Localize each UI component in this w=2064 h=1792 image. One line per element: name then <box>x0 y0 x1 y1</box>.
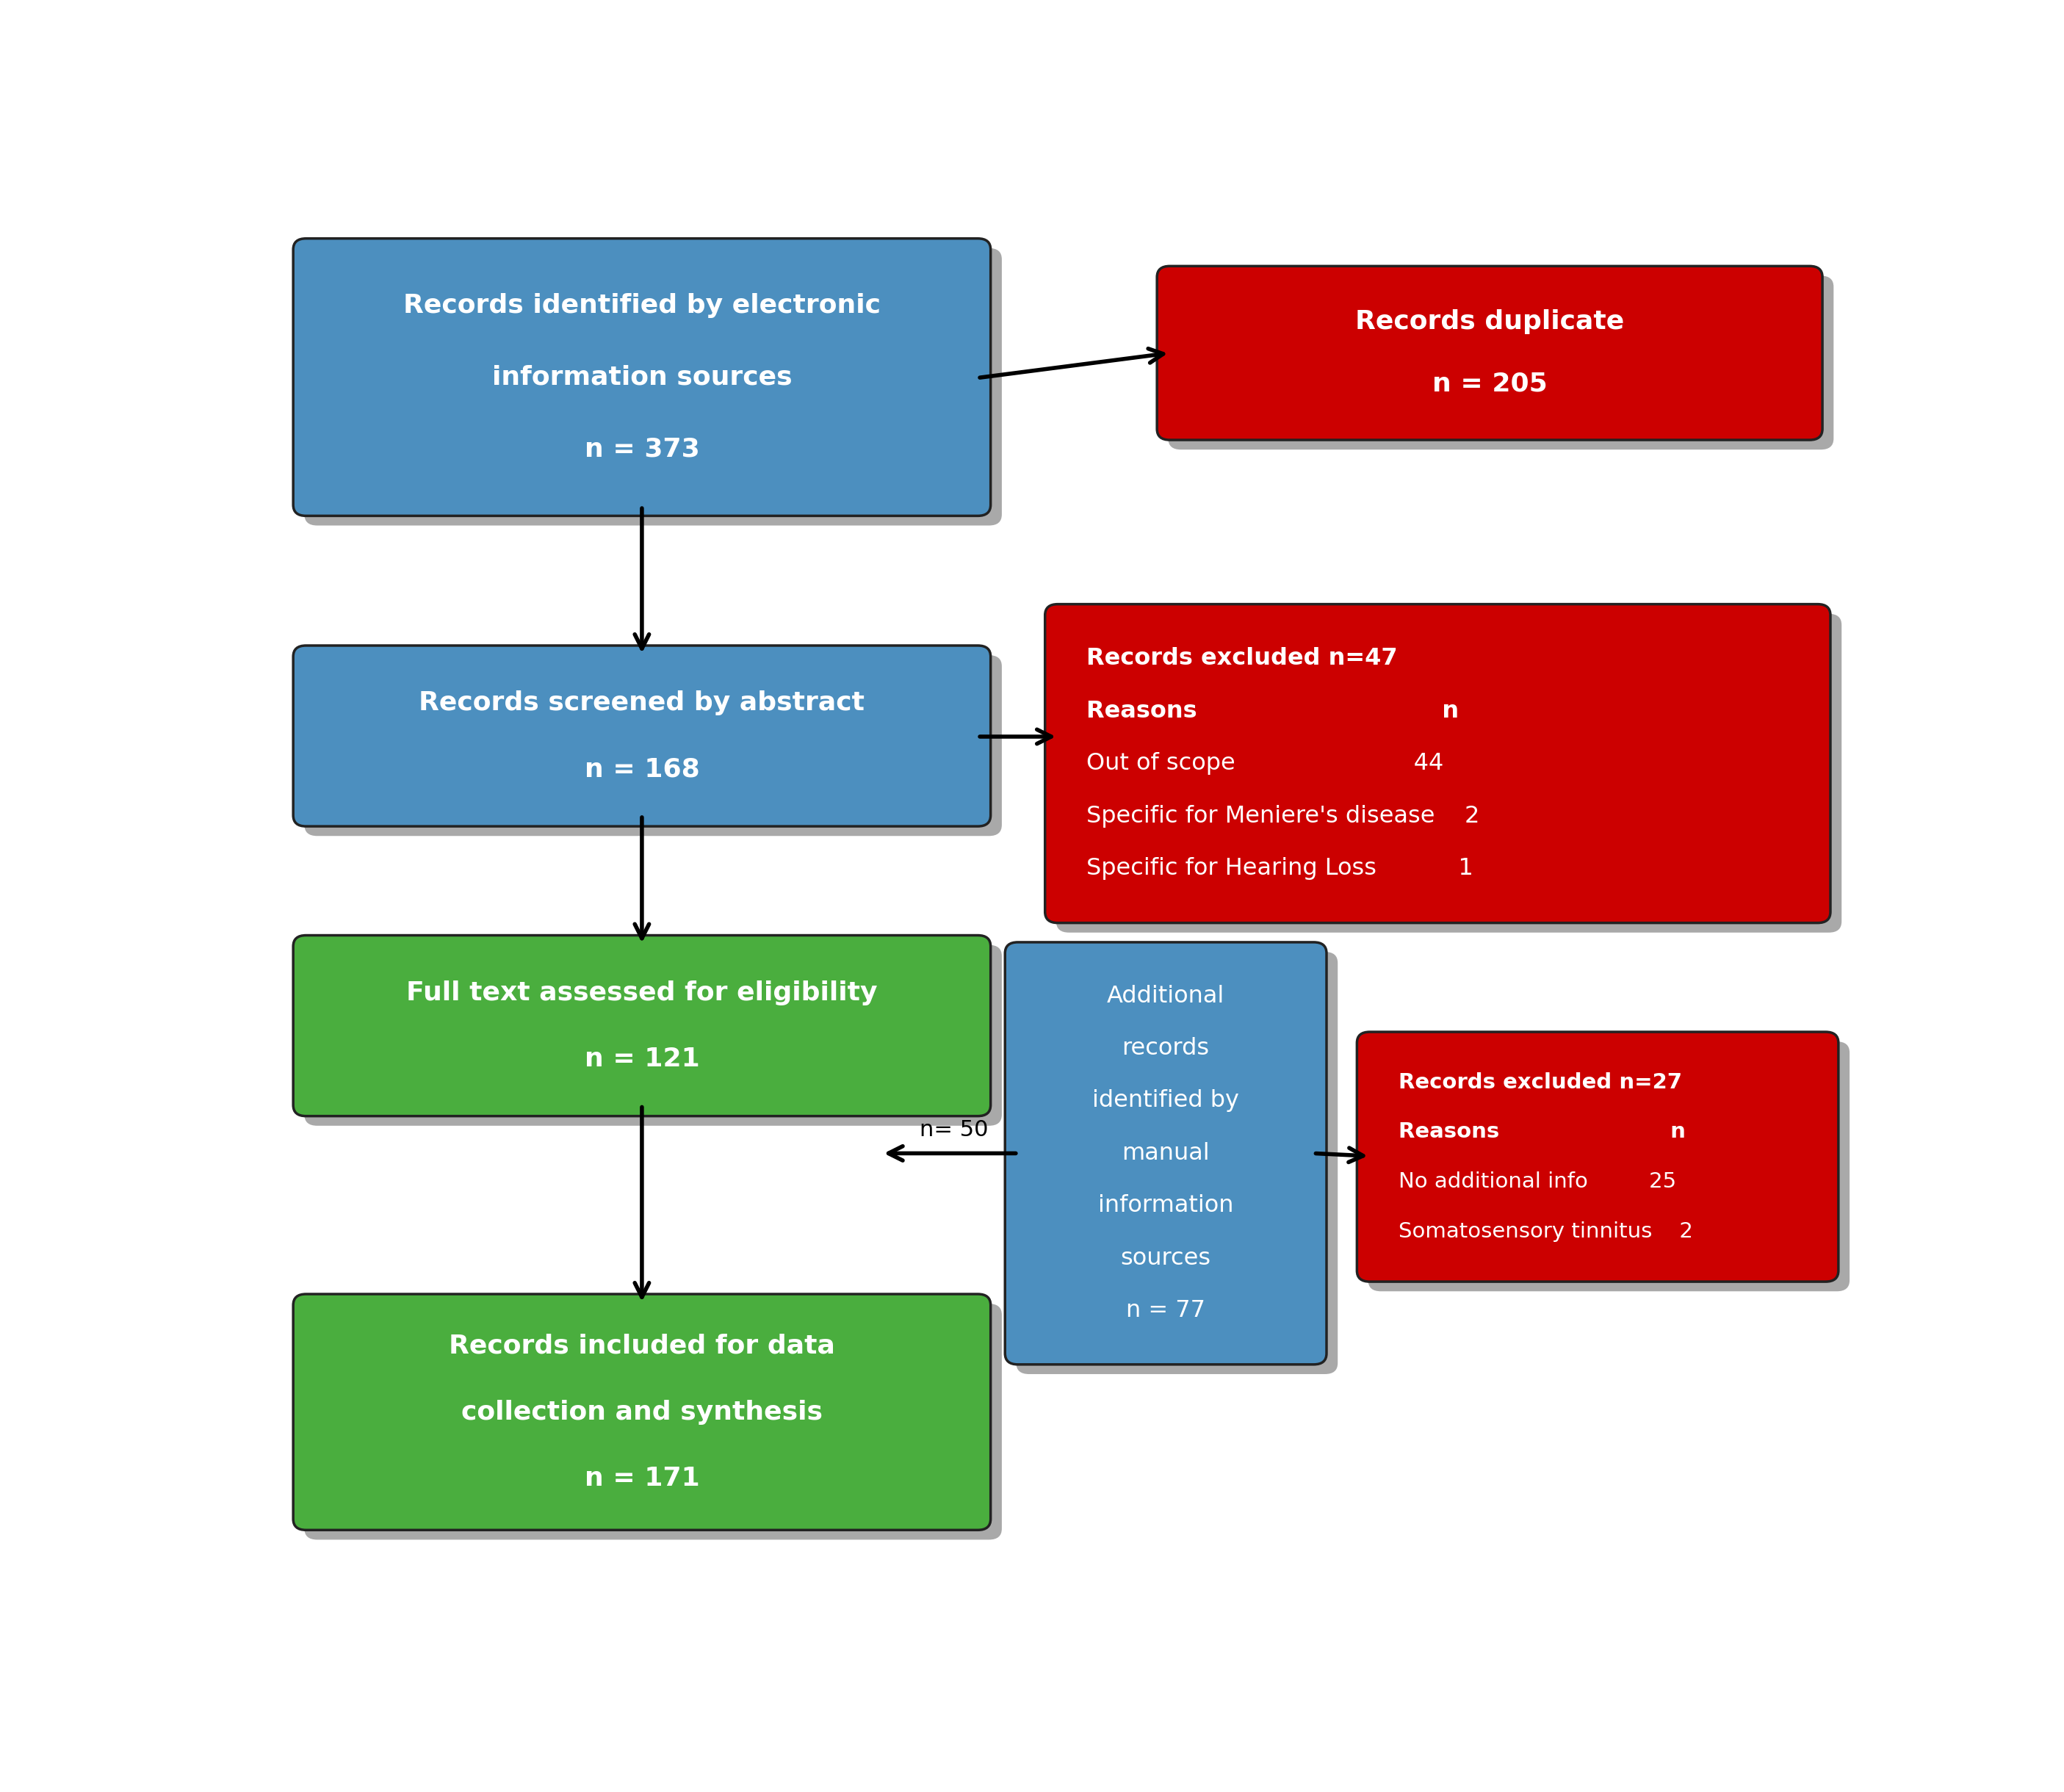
Text: collection and synthesis: collection and synthesis <box>460 1400 824 1425</box>
Text: n = 121: n = 121 <box>584 1047 700 1072</box>
Text: Specific for Hearing Loss           1: Specific for Hearing Loss 1 <box>1086 857 1474 880</box>
Text: Records excluded n=27: Records excluded n=27 <box>1399 1072 1682 1093</box>
FancyBboxPatch shape <box>303 1305 1001 1539</box>
FancyBboxPatch shape <box>293 1294 991 1530</box>
Text: n = 205: n = 205 <box>1432 371 1548 396</box>
FancyBboxPatch shape <box>1015 952 1337 1374</box>
Text: n = 77: n = 77 <box>1127 1299 1205 1322</box>
Text: n = 171: n = 171 <box>584 1466 700 1491</box>
Text: Records identified by electronic: Records identified by electronic <box>402 292 881 317</box>
Text: Full text assessed for eligibility: Full text assessed for eligibility <box>407 980 877 1005</box>
Text: Reasons                              n: Reasons n <box>1086 699 1459 722</box>
Text: information sources: information sources <box>491 366 793 389</box>
Text: n = 373: n = 373 <box>584 437 700 461</box>
Text: Records excluded n=47: Records excluded n=47 <box>1086 647 1397 670</box>
FancyBboxPatch shape <box>303 247 1001 525</box>
Text: sources: sources <box>1121 1247 1212 1269</box>
Text: Specific for Meniere's disease    2: Specific for Meniere's disease 2 <box>1086 805 1480 828</box>
FancyBboxPatch shape <box>293 935 991 1116</box>
Text: Somatosensory tinnitus    2: Somatosensory tinnitus 2 <box>1399 1220 1692 1242</box>
FancyBboxPatch shape <box>303 656 1001 837</box>
FancyBboxPatch shape <box>1005 943 1327 1364</box>
FancyBboxPatch shape <box>1356 1032 1839 1281</box>
FancyBboxPatch shape <box>1044 604 1831 923</box>
Text: records: records <box>1123 1038 1210 1059</box>
Text: n = 168: n = 168 <box>584 756 700 781</box>
Text: Reasons                       n: Reasons n <box>1399 1122 1686 1142</box>
Text: manual: manual <box>1123 1142 1210 1165</box>
Text: Out of scope                        44: Out of scope 44 <box>1086 753 1443 774</box>
FancyBboxPatch shape <box>303 944 1001 1125</box>
Text: No additional info         25: No additional info 25 <box>1399 1172 1676 1192</box>
Text: information: information <box>1098 1195 1234 1217</box>
Text: Additional: Additional <box>1106 984 1224 1007</box>
FancyBboxPatch shape <box>293 238 991 516</box>
Text: identified by: identified by <box>1092 1090 1238 1113</box>
Text: Records included for data: Records included for data <box>448 1333 836 1358</box>
FancyBboxPatch shape <box>293 645 991 826</box>
Text: Records screened by abstract: Records screened by abstract <box>419 690 865 715</box>
FancyBboxPatch shape <box>1158 265 1823 441</box>
Text: Records duplicate: Records duplicate <box>1356 310 1624 335</box>
FancyBboxPatch shape <box>1057 615 1841 932</box>
FancyBboxPatch shape <box>1368 1041 1849 1292</box>
Text: n= 50: n= 50 <box>918 1120 989 1140</box>
FancyBboxPatch shape <box>1168 276 1833 450</box>
